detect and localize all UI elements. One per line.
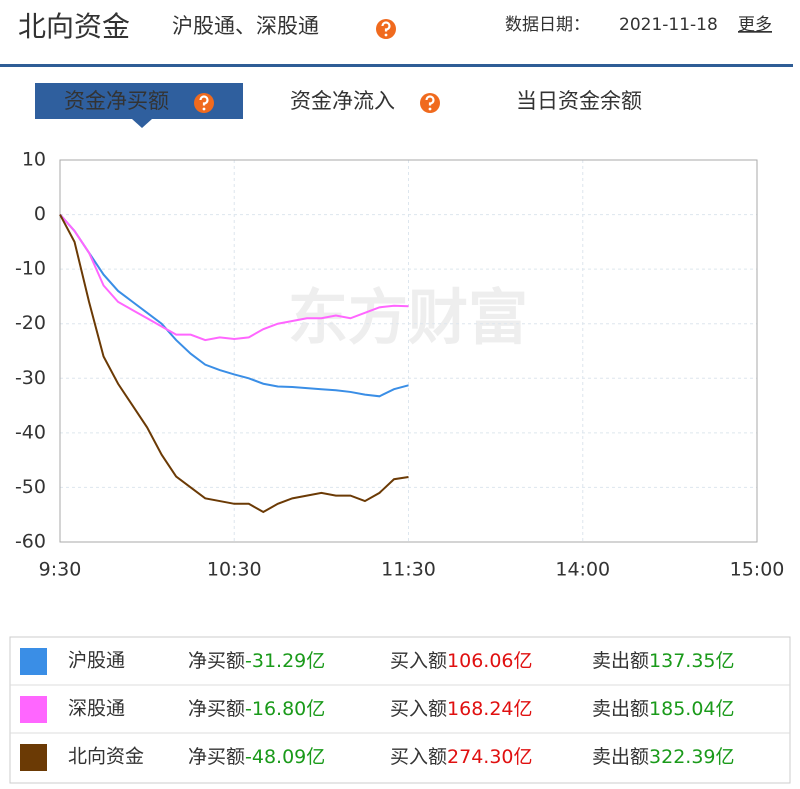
title: 北向资金 [18, 10, 130, 43]
series-line [59, 214, 409, 514]
y-tick-label: -10 [15, 258, 46, 280]
cell-label: 买入额 [390, 746, 447, 768]
y-tick-label: -50 [15, 476, 46, 498]
cell-value: 106.06亿 [447, 650, 532, 672]
summary-table [9, 636, 791, 784]
help-icon [376, 19, 396, 39]
summary-cell: 卖出额137.35亿 [592, 650, 735, 672]
y-tick-label: -60 [15, 531, 46, 553]
tab-pointer [132, 119, 152, 128]
cell-label: 净买额 [188, 746, 245, 768]
y-tick-label: 10 [22, 149, 46, 171]
x-tick-label: 11:30 [381, 559, 436, 581]
summary-cell: 净买额-31.29亿 [188, 650, 325, 672]
cell-value: 274.30亿 [447, 746, 532, 768]
date-label: 数据日期： [505, 15, 590, 35]
cell-label: 卖出额 [592, 698, 649, 720]
cell-value: 185.04亿 [649, 698, 734, 720]
series-line [59, 213, 409, 342]
x-tick-label: 15:00 [730, 559, 785, 581]
cell-value: 322.39亿 [649, 746, 734, 768]
more-link[interactable]: 更多 [738, 15, 772, 35]
legend-label: 深股通 [68, 698, 125, 720]
cell-value: -48.09亿 [245, 746, 325, 768]
summary-cell: 卖出额185.04亿 [592, 698, 735, 720]
cell-label: 净买额 [188, 698, 245, 720]
plot-border [59, 159, 758, 543]
legend-swatch [20, 648, 47, 675]
legend-swatch [20, 744, 47, 771]
x-tick-label: 9:30 [39, 559, 82, 581]
tab-label[interactable]: 资金净流入 [290, 89, 395, 113]
x-tick-label: 14:00 [555, 559, 610, 581]
date: 2021-11-18 [619, 15, 718, 35]
x-tick-label: 10:30 [207, 559, 262, 581]
tab-label[interactable]: 当日资金余额 [516, 89, 642, 113]
cell-value: -16.80亿 [245, 698, 325, 720]
y-tick-label: -20 [15, 312, 46, 334]
cell-label: 买入额 [390, 698, 447, 720]
cell-label: 买入额 [390, 650, 447, 672]
cell-label: 卖出额 [592, 650, 649, 672]
tab-label[interactable]: 资金净买额 [64, 89, 169, 113]
y-tick-label: -30 [15, 367, 46, 389]
summary-cell: 净买额-16.80亿 [188, 698, 325, 720]
summary-cell: 买入额168.24亿 [390, 698, 533, 720]
summary-cell: 净买额-48.09亿 [188, 746, 325, 768]
subtitle: 沪股通、深股通 [172, 14, 319, 38]
help-icon [420, 93, 440, 113]
summary-cell: 买入额106.06亿 [390, 650, 533, 672]
cell-label: 卖出额 [592, 746, 649, 768]
series-line [59, 213, 409, 398]
y-tick-label: 0 [34, 203, 46, 225]
header-rule [0, 64, 793, 67]
cell-value: 168.24亿 [447, 698, 532, 720]
cell-label: 净买额 [188, 650, 245, 672]
cell-value: -31.29亿 [245, 650, 325, 672]
legend-label: 沪股通 [68, 650, 125, 672]
help-icon [194, 93, 214, 113]
summary-cell: 卖出额322.39亿 [592, 746, 735, 768]
legend-swatch [20, 696, 47, 723]
summary-cell: 买入额274.30亿 [390, 746, 533, 768]
y-tick-label: -40 [15, 421, 46, 443]
legend-label: 北向资金 [68, 746, 144, 768]
cell-value: 137.35亿 [649, 650, 734, 672]
